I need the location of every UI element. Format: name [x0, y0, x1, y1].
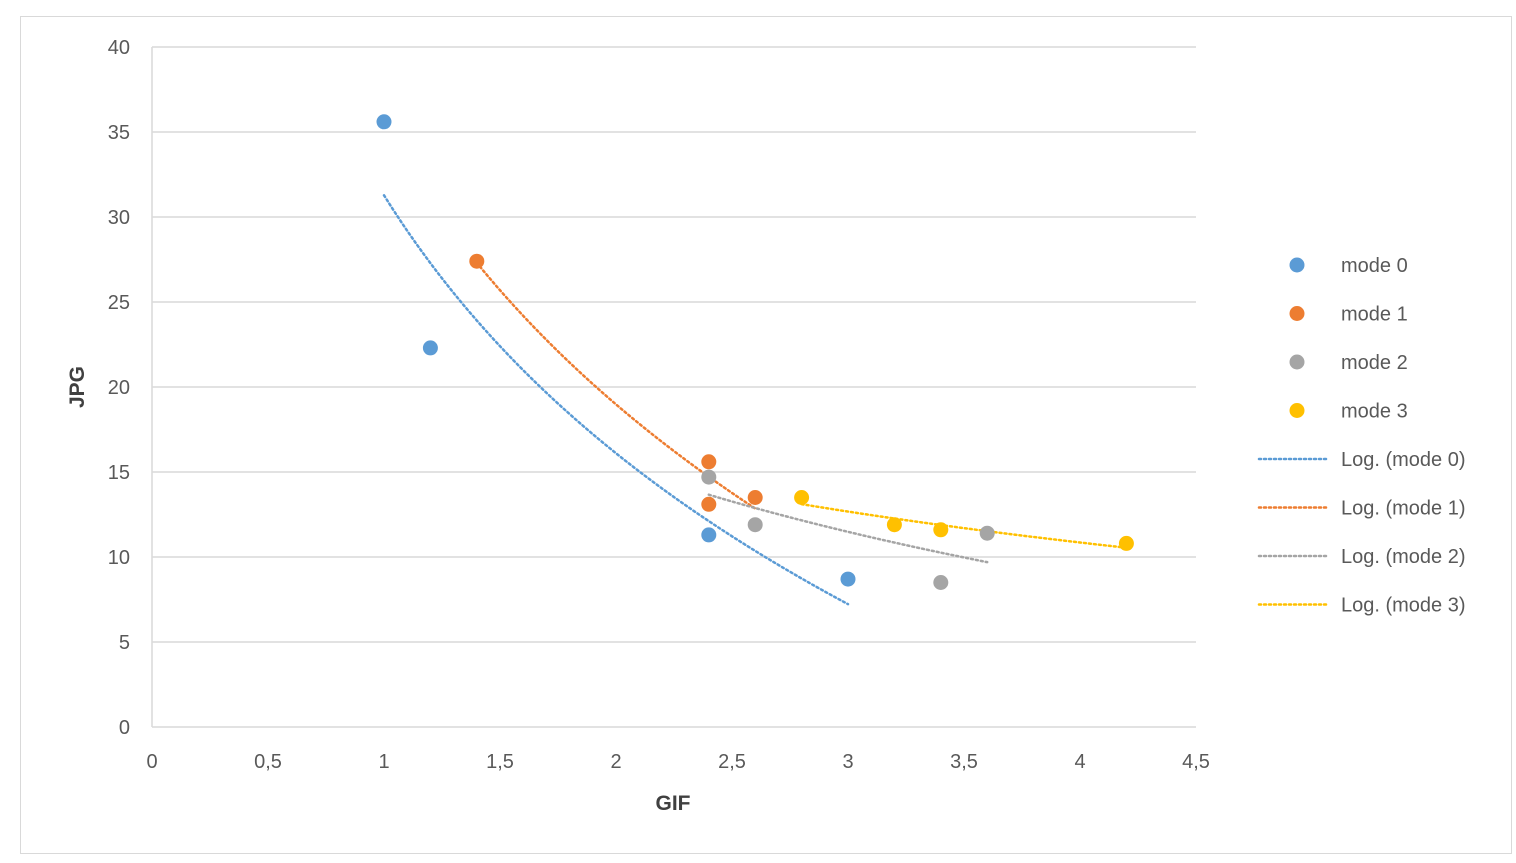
x-tick-label: 3 [842, 751, 853, 773]
legend-label: Log. (mode 1) [1341, 498, 1466, 520]
point-mode-0 [422, 340, 438, 356]
legend-label: Log. (mode 0) [1341, 449, 1466, 471]
point-mode-1 [469, 253, 485, 269]
gridlines [152, 46, 1196, 643]
point-mode-1 [747, 490, 763, 505]
point-mode-3 [886, 517, 902, 533]
y-tick-label: 5 [119, 632, 130, 654]
legend-marker [1289, 257, 1305, 273]
point-mode-2 [701, 469, 717, 485]
legend-marker [1289, 403, 1305, 418]
x-tick-label: 1 [378, 751, 389, 773]
legend-label: mode 1 [1341, 304, 1408, 326]
x-tick-label: 3,5 [950, 751, 978, 773]
x-tick-label: 4,5 [1182, 751, 1210, 773]
axes [151, 47, 1196, 728]
legend-marker [1289, 306, 1305, 321]
legend-label: Log. (mode 2) [1341, 546, 1466, 568]
legend-label: mode 0 [1341, 255, 1408, 277]
point-mode-0 [376, 114, 392, 130]
legend-label: mode 3 [1341, 401, 1408, 423]
point-mode-0 [840, 571, 856, 587]
x-tick-labels: 0 0,5 1 1,5 2 2,5 3 3,5 4 4,5 [146, 751, 1209, 773]
y-tick-label: 20 [108, 377, 130, 399]
x-tick-label: 0,5 [254, 751, 282, 773]
point-mode-0 [701, 527, 717, 543]
y-tick-label: 25 [108, 292, 130, 314]
y-tick-labels: 0 5 10 15 20 25 30 35 40 [108, 37, 130, 739]
x-tick-label: 2 [610, 751, 621, 773]
y-tick-label: 35 [108, 122, 130, 144]
x-tick-label: 0 [146, 751, 157, 773]
x-axis-title: GIF [656, 792, 691, 815]
point-mode-3 [933, 522, 949, 538]
trendline-mode-2 [707, 493, 989, 564]
y-axis-title: JPG [66, 366, 89, 408]
legend: mode 0 mode 1 mode 2 mode 3 Log. (mode 0) Log… [1257, 255, 1466, 617]
y-tick-label: 15 [108, 462, 130, 484]
point-mode-2 [933, 575, 949, 590]
point-mode-1 [701, 496, 717, 512]
trendline-mode-3 [800, 502, 1128, 549]
point-mode-2 [747, 517, 763, 533]
x-tick-label: 2,5 [718, 751, 746, 773]
data-points [376, 114, 1134, 590]
x-tick-label: 4 [1074, 751, 1085, 773]
x-tick-label: 1,5 [486, 751, 514, 773]
y-tick-label: 40 [108, 37, 130, 59]
legend-marker [1289, 354, 1305, 370]
point-mode-3 [1118, 535, 1134, 551]
point-mode-1 [701, 454, 717, 470]
y-tick-label: 0 [119, 717, 130, 739]
point-mode-3 [794, 490, 810, 505]
legend-label: Log. (mode 3) [1341, 595, 1466, 617]
trendline-mode-0 [382, 194, 850, 606]
point-mode-2 [979, 525, 995, 541]
y-tick-label: 30 [108, 207, 130, 229]
y-tick-label: 10 [108, 547, 130, 569]
trendlines [382, 194, 1128, 606]
legend-label: mode 2 [1341, 352, 1408, 374]
chart-frame [20, 16, 1512, 854]
